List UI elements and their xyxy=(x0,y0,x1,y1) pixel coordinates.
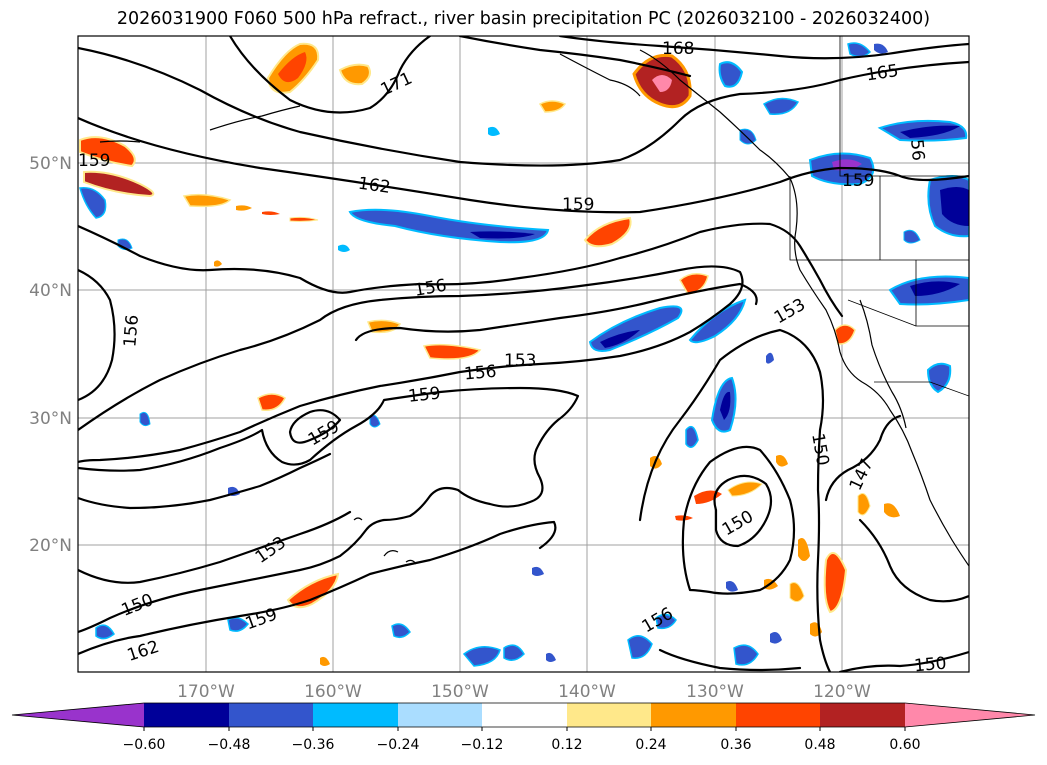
latitude-labels: 50°N 40°N 30°N 20°N xyxy=(29,154,72,556)
contour-label: 165 xyxy=(865,61,900,85)
colorbar-ticks xyxy=(143,727,906,731)
contour-label: 159 xyxy=(407,384,441,407)
colorbar-extend-high xyxy=(905,703,1035,727)
coastlines xyxy=(99,49,969,567)
contour-label: 159 xyxy=(842,171,874,191)
longitude-labels: 170°W 160°W 150°W 140°W 130°W 120°W xyxy=(177,682,871,702)
lon-label: 120°W xyxy=(813,682,871,702)
contour-label: 168 xyxy=(662,39,694,59)
colorbar-swatch xyxy=(398,703,482,727)
lat-label: 50°N xyxy=(29,154,72,174)
contour-label: 150 xyxy=(913,654,947,677)
contour-label: 156 xyxy=(120,314,143,348)
colorbar-tick-label: 0.60 xyxy=(889,737,920,753)
colorbar-swatch xyxy=(144,703,229,727)
colorbar-swatch xyxy=(651,703,736,727)
contour-label: 162 xyxy=(357,174,392,198)
colorbar-swatch xyxy=(736,703,820,727)
colorbar-swatch xyxy=(820,703,905,727)
colorbar: −0.60 −0.48 −0.36 −0.24 −0.12 0.12 0.24 … xyxy=(11,702,1036,753)
lat-label: 20°N xyxy=(29,536,72,556)
lon-label: 150°W xyxy=(431,682,489,702)
contour-label: 159 xyxy=(78,151,110,171)
lon-label: 170°W xyxy=(177,682,235,702)
contour-label: 56 xyxy=(906,138,928,161)
colorbar-tick-label: 0.12 xyxy=(551,737,582,753)
colorbar-tick-label: −0.48 xyxy=(208,737,251,753)
colorbar-tick-label: −0.36 xyxy=(292,737,335,753)
map-frame xyxy=(77,35,970,673)
lon-label: 140°W xyxy=(558,682,616,702)
colorbar-tick-label: −0.24 xyxy=(377,737,420,753)
height-contours xyxy=(78,36,969,672)
colorbar-swatch xyxy=(313,703,398,727)
lat-label: 30°N xyxy=(29,409,72,429)
colorbar-tick-label: −0.12 xyxy=(461,737,504,753)
lon-label: 130°W xyxy=(686,682,744,702)
colorbar-swatch xyxy=(567,703,651,727)
colorbar-tick-label: 0.24 xyxy=(635,737,666,753)
lon-label: 160°W xyxy=(304,682,362,702)
political-borders xyxy=(789,36,969,397)
contour-label: 153 xyxy=(504,351,536,371)
map-title: 2026031900 F060 500 hPa refract., river … xyxy=(116,9,931,29)
lat-label: 40°N xyxy=(29,281,72,301)
contour-label: 159 xyxy=(562,195,594,215)
colorbar-tick-label: 0.48 xyxy=(804,737,835,753)
colorbar-swatch xyxy=(482,703,567,727)
colorbar-swatch xyxy=(229,703,313,727)
contour-label: 156 xyxy=(463,362,497,385)
positive-anomaly-blobs xyxy=(79,42,900,666)
negative-anomaly-blobs xyxy=(79,42,969,667)
colorbar-extend-low xyxy=(12,703,144,727)
colorbar-tick-label: 0.36 xyxy=(720,737,751,753)
colorbar-tick-label: −0.60 xyxy=(123,737,166,753)
